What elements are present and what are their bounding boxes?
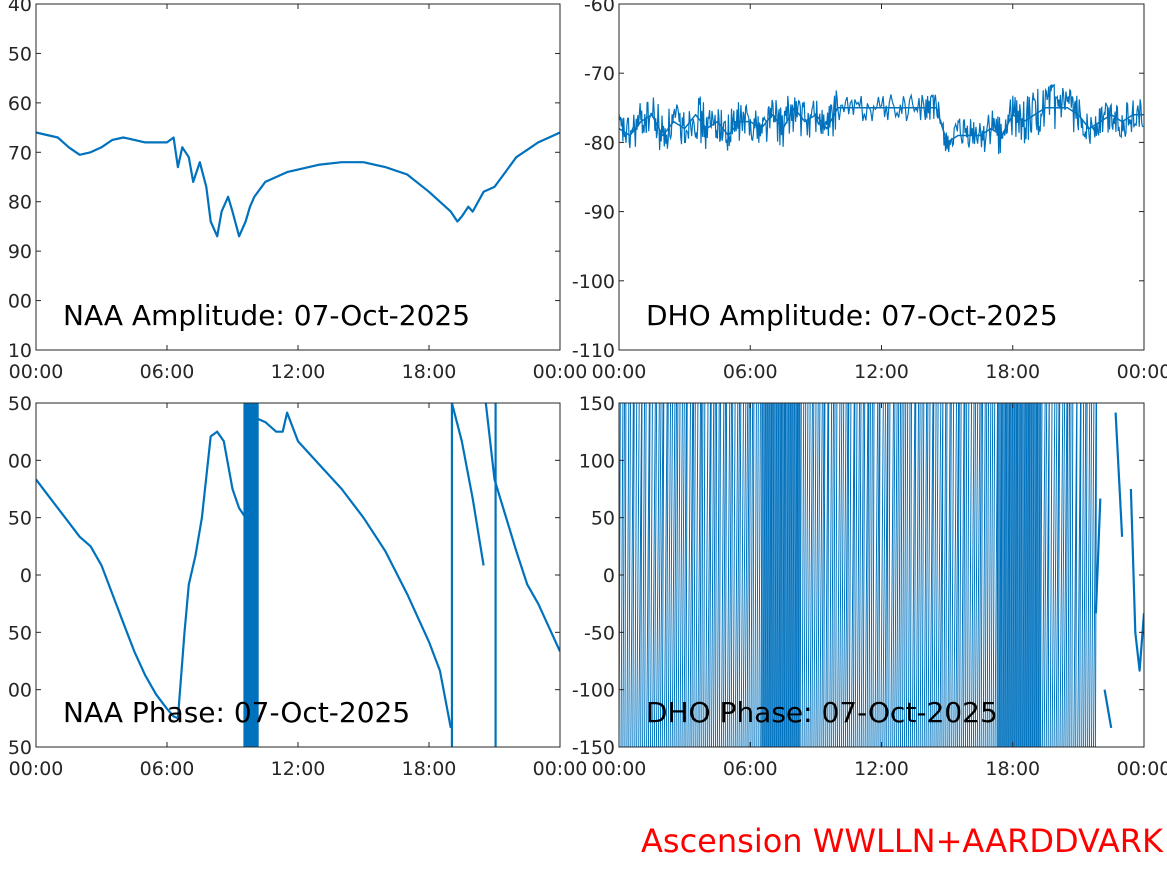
phase-band: [450, 403, 454, 747]
phase-band: [243, 403, 259, 747]
x-tick-label: 06:00: [140, 758, 195, 780]
panel-title: NAA Amplitude: 07-Oct-2025: [63, 299, 470, 332]
series-line: [36, 403, 560, 729]
y-tick-label: -60: [584, 0, 615, 16]
x-tick-label: 00:00: [533, 758, 588, 780]
y-tick-label: 00: [8, 680, 32, 702]
x-tick-label: 18:00: [985, 361, 1040, 383]
x-tick-label: 12:00: [271, 361, 326, 383]
y-tick-label: -80: [584, 132, 615, 154]
x-tick-label: 00:00: [533, 361, 588, 383]
y-tick-label: 50: [8, 508, 32, 530]
series-line: [1094, 412, 1144, 729]
plot-area: [619, 83, 1144, 155]
panel-title: DHO Amplitude: 07-Oct-2025: [646, 299, 1058, 332]
x-tick-label: 00:00: [1117, 758, 1167, 780]
plot-area: [36, 403, 560, 747]
credit-label: Ascension WWLLN+AARDDVARK: [641, 822, 1163, 860]
x-tick-label: 06:00: [723, 758, 778, 780]
y-tick-label: 10: [8, 340, 32, 362]
y-tick-label: 100: [579, 450, 615, 472]
y-tick-label: 80: [8, 192, 32, 214]
y-tick-label: -70: [584, 63, 615, 85]
x-tick-label: 12:00: [854, 758, 909, 780]
y-tick-label: -110: [572, 340, 615, 362]
x-tick-label: 18:00: [402, 758, 457, 780]
y-tick-label: 50: [591, 508, 615, 530]
y-tick-label: 60: [8, 93, 32, 115]
dense-band: [997, 403, 1042, 747]
y-tick-label: 50: [8, 43, 32, 65]
y-tick-label: 90: [8, 241, 32, 263]
x-tick-label: 00:00: [9, 361, 64, 383]
x-tick-label: 00:00: [592, 361, 647, 383]
y-tick-label: 50: [8, 622, 32, 644]
y-tick-label: -90: [584, 202, 615, 224]
y-tick-label: 0: [603, 565, 615, 587]
x-tick-label: 00:00: [592, 758, 647, 780]
y-tick-label: -50: [584, 622, 615, 644]
x-tick-label: 00:00: [1117, 361, 1167, 383]
y-tick-label: 00: [8, 450, 32, 472]
y-tick-label: 50: [8, 737, 32, 759]
x-tick-label: 00:00: [9, 758, 64, 780]
y-tick-label: 150: [579, 393, 615, 415]
x-tick-label: 12:00: [271, 758, 326, 780]
y-tick-label: 50: [8, 393, 32, 415]
plot-area: [619, 403, 1144, 747]
x-tick-label: 06:00: [140, 361, 195, 383]
y-tick-label: -100: [572, 680, 615, 702]
series-noise: [619, 83, 1144, 155]
phase-band: [494, 403, 497, 747]
plot-area: [36, 131, 560, 238]
y-tick-label: 70: [8, 142, 32, 164]
panel-title: DHO Phase: 07-Oct-2025: [646, 696, 998, 729]
y-tick-label: 0: [20, 565, 32, 587]
x-tick-label: 12:00: [854, 361, 909, 383]
dense-band: [761, 403, 801, 747]
x-tick-label: 06:00: [723, 361, 778, 383]
series-line: [619, 107, 1144, 144]
x-tick-label: 18:00: [402, 361, 457, 383]
x-tick-label: 18:00: [985, 758, 1040, 780]
panel-title: NAA Phase: 07-Oct-2025: [63, 696, 410, 729]
series-line: [36, 131, 560, 238]
y-tick-label: -150: [572, 737, 615, 759]
y-tick-label: 40: [8, 0, 32, 16]
y-tick-label: -100: [572, 271, 615, 293]
y-tick-label: 00: [8, 291, 32, 313]
